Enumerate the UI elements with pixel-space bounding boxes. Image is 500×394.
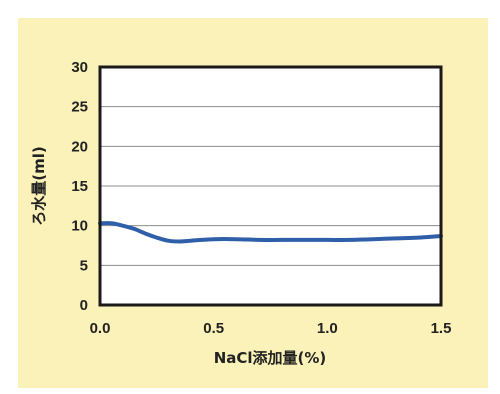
y-tick-25: 25 <box>71 99 88 116</box>
y-tick-10: 10 <box>71 218 88 235</box>
y-tick-0: 0 <box>80 297 88 314</box>
x-tick-labels: 0.0 0.5 1.0 1.5 <box>90 320 452 337</box>
gridlines <box>100 106 441 266</box>
x-tick-1.0: 1.0 <box>317 320 338 337</box>
y-axis-title: ろ水量(ml) <box>30 146 48 225</box>
y-tick-labels: 0 5 10 15 20 25 30 <box>71 59 88 314</box>
y-tick-20: 20 <box>71 138 88 155</box>
series-line-0 <box>98 221 443 244</box>
y-tick-15: 15 <box>71 178 88 195</box>
x-axis-title: NaCl添加量(%) <box>214 349 327 367</box>
x-tick-0.5: 0.5 <box>203 320 224 337</box>
y-tick-30: 30 <box>71 59 88 76</box>
x-tick-0.0: 0.0 <box>90 320 111 337</box>
x-tick-1.5: 1.5 <box>431 320 452 337</box>
y-tick-5: 5 <box>80 257 88 274</box>
plot-frame <box>98 65 443 307</box>
series-layer <box>98 221 443 244</box>
